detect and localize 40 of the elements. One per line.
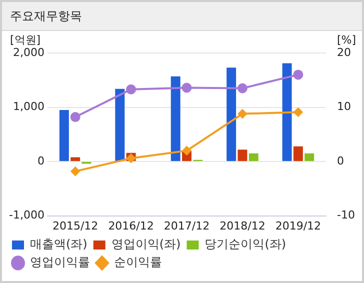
point: [294, 108, 303, 117]
point: [293, 70, 304, 80]
y2-tick-label: 20: [337, 46, 352, 59]
y2-axis-title: [%]: [336, 33, 356, 46]
y-tick-label: 1,000: [12, 100, 44, 114]
bar: [248, 153, 258, 162]
y-tick-label: 2,000: [12, 46, 44, 59]
x-tick-label: 2016/12: [108, 219, 154, 232]
point: [182, 146, 192, 156]
point: [70, 112, 80, 122]
point: [70, 166, 80, 176]
legend-label: 영업이익(좌): [111, 237, 181, 252]
x-tick-label: 2017/12: [164, 219, 210, 232]
point: [238, 109, 247, 118]
bar: [282, 63, 292, 162]
x-tick-label: 2018/12: [220, 219, 266, 232]
chart-title: 주요재무항목: [2, 2, 362, 31]
bar: [70, 157, 80, 162]
bar: [304, 153, 314, 162]
point: [237, 83, 248, 94]
legend-label: 당기순이익(좌): [204, 237, 286, 252]
point: [182, 82, 192, 93]
bar: [115, 88, 125, 162]
y2-tick-label: 0: [337, 154, 344, 168]
legend-label: 매출액(좌): [30, 237, 88, 252]
bar: [59, 110, 69, 162]
y2-tick-label: 10: [337, 100, 352, 114]
y-axis-title: [억원]: [10, 33, 41, 46]
y-tick-label: 0: [37, 154, 44, 168]
point: [126, 84, 136, 94]
y-tick-label: -1,000: [8, 208, 44, 222]
legend-label: 영업이익률: [30, 255, 90, 270]
bar: [293, 146, 303, 162]
bar: [226, 68, 236, 162]
bar: [170, 76, 180, 162]
legend-label: 순이익률: [114, 255, 162, 270]
x-tick-label: 2019/12: [275, 219, 322, 232]
bar: [238, 150, 248, 162]
y2-tick-label: -10: [337, 208, 355, 222]
x-tick-label: 2015/12: [52, 219, 98, 232]
